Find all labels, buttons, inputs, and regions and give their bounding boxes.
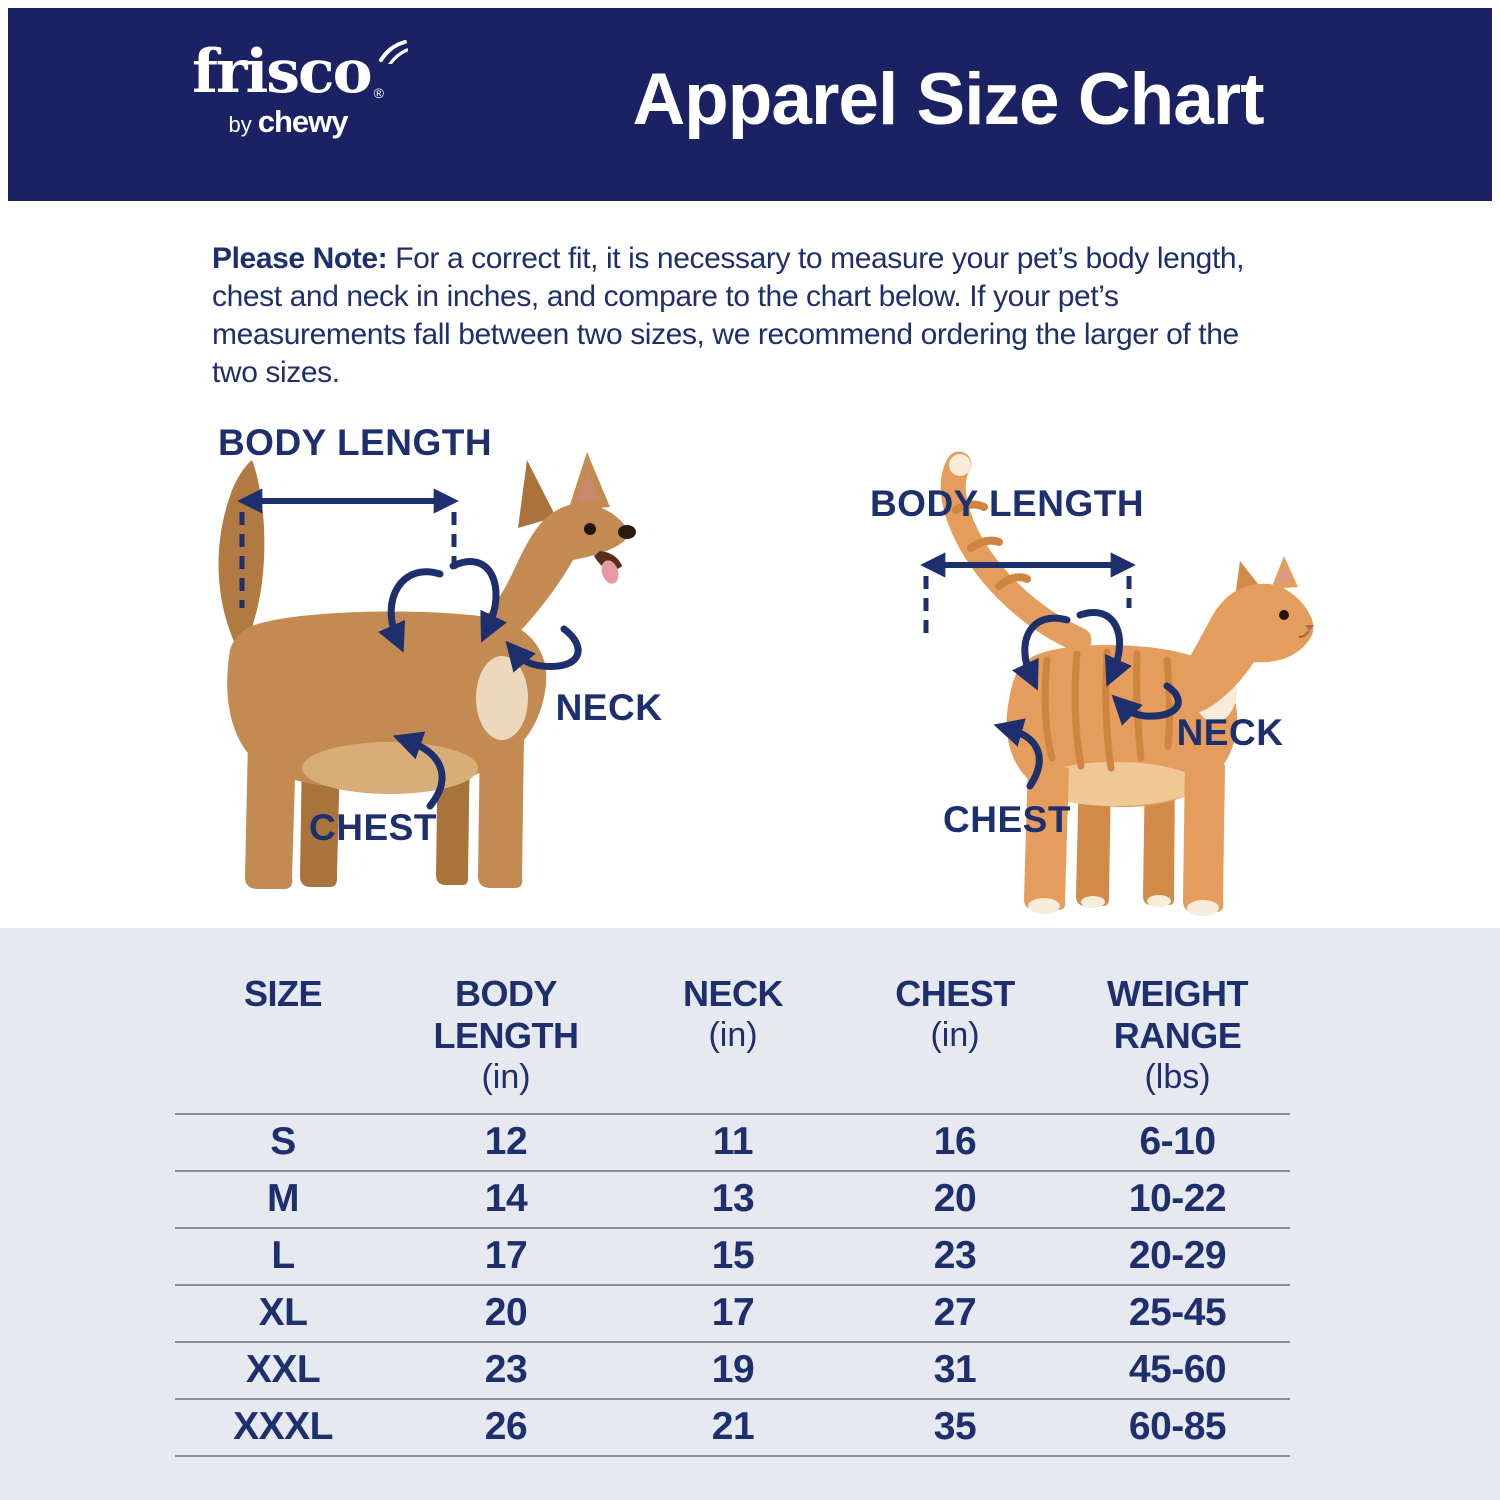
table-body: S 12 11 16 6-10 M 14 13 20 10-22 L 17 15: [175, 1113, 1290, 1457]
neck-cell: 19: [711, 1348, 755, 1391]
weight-range-cell: 6-10: [1139, 1120, 1216, 1163]
size-table: SIZE BODY LENGTH (in) NECK (in) CHEST (i…: [175, 973, 1290, 1457]
body-length-cell: 14: [484, 1177, 528, 1220]
dog-neck-arrow: [505, 625, 582, 673]
size-cell: XXL: [245, 1348, 321, 1391]
column-header-weight-range: WEIGHT RANGE (lbs): [1107, 973, 1248, 1096]
size-cell: M: [267, 1177, 300, 1220]
dog-measurement-diagram: BODY LENGTH NECK CHEST: [218, 422, 662, 889]
cat-illustration: [940, 451, 1314, 916]
dog-neck-label: NECK: [556, 687, 663, 728]
fit-note-body: For a correct fit, it is necessary to me…: [212, 242, 1245, 389]
weight-range-cell: 10-22: [1128, 1177, 1227, 1220]
chest-cell: 31: [933, 1348, 977, 1391]
byline-by-text: by: [228, 112, 252, 137]
table-row-s: S 12 11 16 6-10: [175, 1113, 1290, 1170]
cat-chest-label: CHEST: [943, 799, 1071, 840]
byline: by chewy: [168, 106, 408, 137]
cat-measurement-diagram: BODY LENGTH NECK CHEST: [870, 451, 1314, 916]
frisco-flick-icon: [378, 40, 408, 64]
size-cell: XL: [258, 1291, 308, 1334]
dog-body-length-label: BODY LENGTH: [218, 422, 492, 463]
frisco-brand-text: frisco: [192, 37, 373, 107]
chest-cell: 27: [933, 1291, 977, 1334]
size-table-section: SIZE BODY LENGTH (in) NECK (in) CHEST (i…: [0, 928, 1500, 1500]
cat-neck-label: NECK: [1177, 712, 1284, 753]
neck-cell: 13: [711, 1177, 755, 1220]
cat-annotations: BODY LENGTH NECK CHEST: [870, 483, 1283, 840]
dog-illustration: [218, 452, 636, 889]
cat-girth-arrow-right: [1076, 609, 1132, 687]
table-row-m: M 14 13 20 10-22: [175, 1170, 1290, 1227]
chest-cell: 35: [933, 1405, 977, 1448]
chewy-brand-text: chewy: [257, 104, 349, 139]
frisco-logo: frisco ® by chewy: [168, 40, 408, 137]
body-length-cell: 20: [484, 1291, 528, 1334]
column-header-size: SIZE: [243, 973, 323, 1014]
size-cell: S: [270, 1120, 296, 1163]
chest-cell: 23: [933, 1234, 977, 1277]
neck-cell: 15: [711, 1234, 755, 1277]
cat-girth-arrow-left: [1012, 614, 1071, 691]
dog-chest-arrow: [392, 731, 446, 810]
neck-cell: 17: [711, 1291, 755, 1334]
chest-cell: 16: [933, 1120, 977, 1163]
table-header-row: SIZE BODY LENGTH (in) NECK (in) CHEST (i…: [175, 973, 1290, 1113]
fit-note: Please Note: For a correct fit, it is ne…: [212, 240, 1272, 392]
weight-range-cell: 25-45: [1128, 1291, 1227, 1334]
column-header-chest: CHEST (in): [895, 973, 1015, 1054]
table-row-xxxl: XXXL 26 21 35 60-85: [175, 1398, 1290, 1455]
weight-range-cell: 20-29: [1128, 1234, 1227, 1277]
size-cell: L: [271, 1234, 295, 1277]
neck-cell: 21: [711, 1405, 755, 1448]
body-length-cell: 26: [484, 1405, 528, 1448]
dog-girth-arrow-left: [378, 568, 444, 653]
column-header-body-length: BODY LENGTH (in): [433, 973, 580, 1096]
table-row-xxl: XXL 23 19 31 45-60: [175, 1341, 1290, 1398]
chest-cell: 20: [933, 1177, 977, 1220]
dog-girth-arrow-right: [449, 558, 507, 643]
frisco-wordmark: frisco ®: [192, 40, 408, 102]
dog-chest-label: CHEST: [309, 807, 437, 848]
weight-range-cell: 45-60: [1128, 1348, 1227, 1391]
column-header-neck: NECK (in): [682, 973, 784, 1054]
registered-mark: ®: [373, 85, 384, 101]
body-length-cell: 23: [484, 1348, 528, 1391]
body-length-cell: 17: [484, 1234, 528, 1277]
fit-note-label: Please Note:: [212, 242, 388, 275]
body-length-cell: 12: [484, 1120, 528, 1163]
table-row-l: L 17 15 23 20-29: [175, 1227, 1290, 1284]
cat-neck-arrow: [1111, 682, 1182, 726]
table-row-xl: XL 20 17 27 25-45: [175, 1284, 1290, 1341]
dog-annotations: BODY LENGTH NECK CHEST: [218, 422, 662, 848]
weight-range-cell: 60-85: [1128, 1405, 1227, 1448]
cat-chest-arrow: [993, 718, 1043, 790]
size-cell: XXXL: [233, 1405, 333, 1448]
neck-cell: 11: [712, 1120, 754, 1163]
cat-body-length-label: BODY LENGTH: [870, 483, 1144, 524]
banner: frisco ® by chewy Apparel Size Chart: [8, 8, 1492, 201]
page-title: Apparel Size Chart: [632, 59, 1264, 140]
